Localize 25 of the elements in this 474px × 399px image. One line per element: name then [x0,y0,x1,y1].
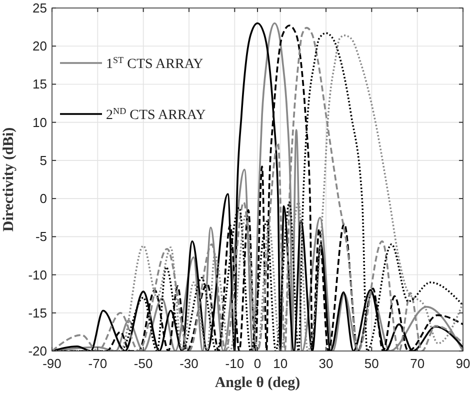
legend-label: 1$^{ST}$ CTS ARRAY [106,55,204,72]
y-tick-label: 20 [32,38,47,54]
x-tick-label: 10 [273,356,288,371]
y-tick-label: 25 [32,0,47,16]
legend-label: 2$^{ND}$ CTS ARRAY [106,106,206,123]
x-tick-label: 90 [456,356,470,371]
x-tick-label: 70 [410,356,425,371]
y-tick-label: 10 [32,114,47,130]
y-tick-label: 15 [32,76,47,92]
x-tick-label: 50 [364,356,379,371]
x-tick-label: -50 [134,356,153,371]
y-axis-title: Directivity (dBi) [1,127,17,232]
x-tick-label: -30 [180,356,198,371]
y-tick-label: -5 [35,229,47,244]
x-tick-label: 30 [318,356,334,371]
y-tick-label: -10 [28,267,47,282]
y-tick-label: -15 [28,305,47,320]
x-tick-label: -10 [225,356,244,371]
x-tick-label: -70 [88,356,108,371]
y-tick-label: -20 [28,344,47,358]
x-axis-title: Angle θ (deg) [214,375,300,391]
y-tick-label: 0 [40,191,47,206]
x-tick-label: 0 [254,356,262,371]
x-tick-label: -90 [42,356,62,371]
y-tick-label: 5 [40,152,47,168]
